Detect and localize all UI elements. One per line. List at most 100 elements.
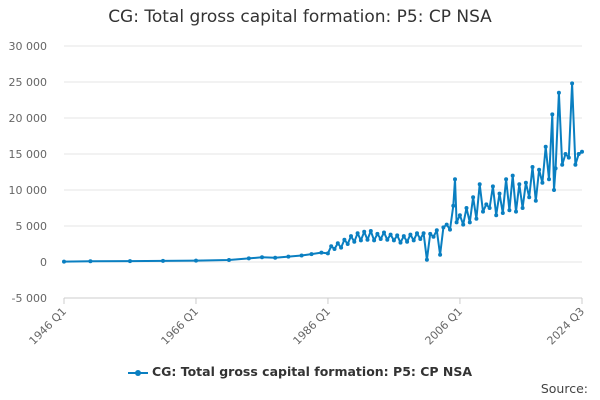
y-tick-label: 10 000 — [9, 184, 48, 197]
data-point — [62, 259, 66, 264]
data-point — [547, 177, 551, 182]
data-point — [481, 209, 485, 214]
data-point — [580, 149, 584, 154]
data-point — [368, 229, 373, 233]
data-point — [378, 237, 383, 241]
data-point — [421, 231, 426, 236]
data-point — [514, 209, 518, 214]
data-point — [530, 165, 535, 169]
y-tick-label: 0 — [40, 256, 47, 269]
data-point — [332, 247, 337, 251]
y-tick-label: 30 000 — [9, 40, 48, 53]
data-point — [273, 255, 278, 260]
x-tick-label: 1966 Q1 — [159, 305, 202, 348]
y-tick-label: 20 000 — [9, 112, 48, 125]
data-point — [444, 222, 449, 227]
data-point — [494, 213, 499, 218]
data-point — [286, 254, 291, 259]
data-point — [194, 258, 198, 263]
data-point — [467, 220, 472, 225]
data-point — [408, 232, 413, 237]
y-tick-label: -5 000 — [12, 292, 47, 305]
data-point — [260, 255, 264, 260]
data-point — [523, 180, 528, 185]
data-point — [471, 195, 476, 200]
data-point — [246, 256, 251, 261]
data-point — [391, 238, 396, 243]
y-tick-label: 5 000 — [16, 220, 48, 233]
data-point — [335, 241, 340, 246]
data-point — [464, 206, 469, 210]
data-point — [457, 213, 462, 218]
data-point — [339, 245, 344, 250]
data-point — [309, 252, 314, 257]
data-point — [504, 177, 509, 182]
data-point — [405, 239, 410, 244]
data-point — [352, 239, 357, 244]
data-point — [484, 202, 489, 207]
data-point — [355, 231, 360, 236]
data-point — [418, 237, 423, 241]
data-point — [431, 234, 436, 239]
data-point — [560, 162, 565, 167]
data-point — [453, 177, 457, 182]
data-point — [441, 225, 446, 230]
data-point — [388, 232, 393, 237]
data-point — [329, 244, 334, 249]
series-line — [63, 82, 583, 263]
data-point — [375, 231, 380, 236]
data-point — [161, 258, 165, 263]
data-point — [365, 237, 370, 242]
x-tick-label: 2024 Q3 — [545, 305, 588, 348]
source-label: Source: — [540, 381, 588, 396]
data-point — [461, 222, 466, 227]
data-point — [451, 203, 456, 208]
y-tick-label: 15 000 — [9, 148, 48, 161]
chart-title: CG: Total gross capital formation: P5: C… — [108, 7, 492, 27]
data-point — [550, 112, 555, 117]
data-point — [477, 182, 482, 187]
data-point — [438, 252, 443, 257]
data-point — [454, 220, 459, 225]
data-point — [552, 188, 556, 192]
data-point — [358, 238, 363, 243]
data-point — [490, 184, 495, 189]
data-point — [411, 238, 416, 243]
data-point — [540, 180, 545, 185]
data-point — [556, 90, 561, 95]
data-point — [415, 231, 419, 236]
data-point — [325, 251, 330, 256]
data-point — [533, 198, 538, 203]
data-point — [510, 173, 515, 178]
data-point — [349, 234, 353, 239]
data-point — [227, 258, 231, 262]
data-point — [428, 231, 433, 236]
data-point — [497, 191, 502, 196]
data-point — [573, 162, 578, 167]
legend-swatch-icon — [127, 368, 148, 378]
data-point — [382, 230, 386, 235]
data-point — [570, 81, 575, 86]
data-point — [576, 152, 581, 156]
data-point — [319, 250, 324, 255]
data-point — [487, 206, 492, 210]
data-point — [345, 242, 350, 246]
data-point — [474, 216, 479, 221]
data-point — [563, 152, 568, 156]
y-tick-label: 25 000 — [9, 76, 48, 89]
data-point — [517, 182, 522, 187]
legend[interactable]: CG: Total gross capital formation: P5: C… — [0, 364, 600, 379]
data-point — [88, 259, 93, 264]
data-point — [500, 211, 505, 215]
data-point — [527, 195, 532, 200]
data-point — [507, 208, 512, 213]
data-point — [520, 206, 525, 210]
data-point — [434, 228, 439, 233]
data-point — [299, 253, 304, 258]
data-point — [401, 234, 406, 239]
data-point — [128, 259, 132, 264]
x-tick-label: 2006 Q1 — [423, 305, 466, 348]
data-point — [537, 167, 542, 172]
data-point — [395, 233, 400, 238]
